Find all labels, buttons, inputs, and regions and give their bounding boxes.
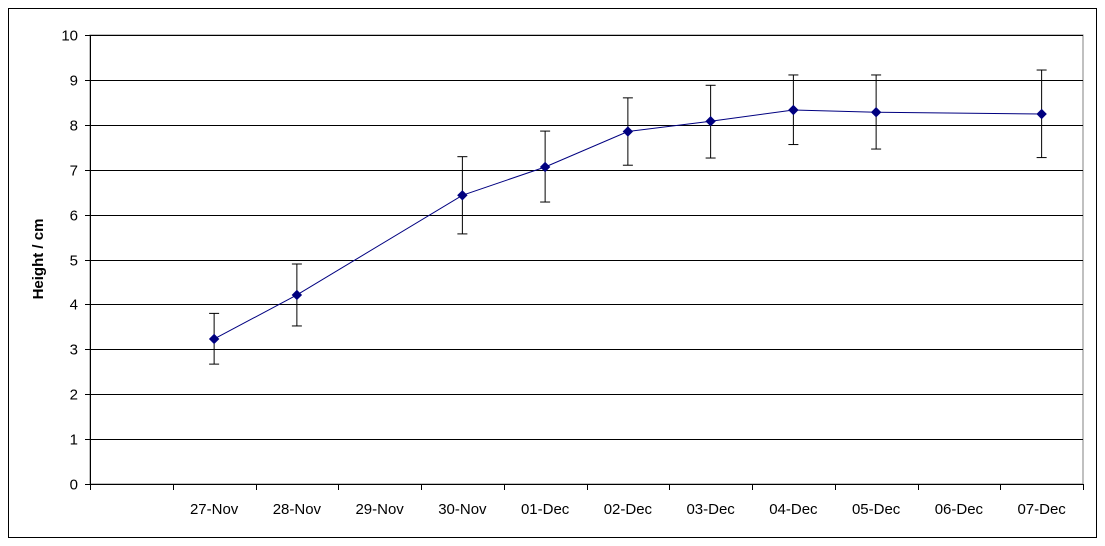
x-tick-label-01-Dec: 01-Dec [521,501,570,518]
y-tick-label-5: 5 [70,253,78,270]
x-tick-label-06-Dec: 06-Dec [935,501,984,518]
x-tick-label-03-Dec: 03-Dec [686,501,735,518]
data-point-05-Dec [870,107,882,118]
x-tick-label-27-Nov: 27-Nov [190,501,239,518]
y-tick-label-10: 10 [61,28,78,45]
data-point-07-Dec [1036,108,1047,120]
data-point-01-Dec [539,161,551,173]
y-axis-title: Height / cm [30,219,47,300]
data-point-02-Dec [622,126,634,137]
x-tick-label-07-Dec: 07-Dec [1017,501,1066,518]
x-tick-label-28-Nov: 28-Nov [273,501,322,518]
y-tick-label-9: 9 [70,73,78,90]
x-tick-label-05-Dec: 05-Dec [852,501,901,518]
plot-area [89,34,1084,485]
x-tick-label-04-Dec: 04-Dec [769,501,818,518]
data-point-03-Dec [705,116,716,127]
y-tick-label-6: 6 [70,208,78,225]
x-tick-label-02-Dec: 02-Dec [604,501,653,518]
y-tick-label-8: 8 [70,118,78,135]
y-tick-label-3: 3 [70,342,78,359]
y-tick-label-4: 4 [70,297,78,314]
y-tick-label-2: 2 [70,387,78,404]
data-point-30-Nov [457,190,468,201]
y-tick-label-7: 7 [70,163,78,180]
y-tick-label-0: 0 [70,477,78,494]
data-point-28-Nov [291,289,303,301]
data-point-27-Nov [208,333,220,345]
data-point-04-Dec [788,104,799,116]
x-tick-label-30-Nov: 30-Nov [438,501,487,518]
y-tick-label-1: 1 [70,432,78,449]
x-tick-label-29-Nov: 29-Nov [355,501,404,518]
